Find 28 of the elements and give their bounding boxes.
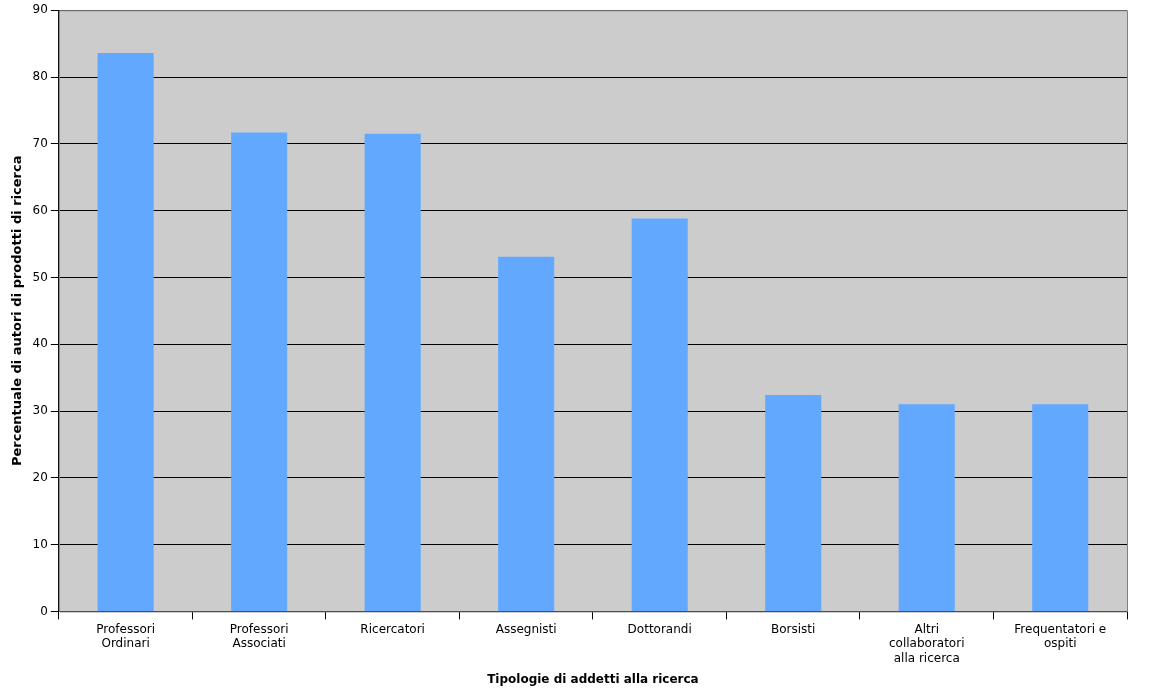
y-tick-label: 40 <box>32 336 48 351</box>
x-tick-label: Frequentatori e ospiti <box>1014 621 1107 651</box>
x-tick-label: Altri collaboratori alla ricerca <box>888 621 965 665</box>
y-tick-label: 30 <box>32 403 48 418</box>
x-tick-label: Professori Ordinari <box>96 621 156 651</box>
bar <box>898 404 955 611</box>
y-tick-label: 80 <box>32 69 48 84</box>
y-tick-label: 90 <box>32 2 48 17</box>
bar <box>231 132 288 611</box>
bar <box>1032 404 1089 611</box>
x-tick-label: Dottorandi <box>627 621 692 636</box>
y-tick-label: 60 <box>32 202 48 217</box>
y-tick-label: 20 <box>32 469 48 484</box>
x-tick-label: Assegnisti <box>495 621 557 636</box>
y-tick-label: 50 <box>32 269 48 284</box>
x-tick-label: Borsisti <box>771 621 816 636</box>
x-tick-label: Ricercatori <box>360 621 425 636</box>
x-tick-label: Professori Associati <box>229 621 289 651</box>
bar <box>364 133 421 611</box>
bar <box>97 52 154 611</box>
y-tick-label: 0 <box>40 603 48 618</box>
y-axis-title: Percentuale di autori di prodotti di ricerca <box>9 155 25 467</box>
y-tick-label: 70 <box>32 135 48 150</box>
x-axis-title: Tipologie di addetti alla ricerca <box>487 671 699 686</box>
y-tick-label: 10 <box>32 536 48 551</box>
bar <box>765 394 822 611</box>
bar <box>631 218 688 611</box>
bar <box>498 256 555 611</box>
